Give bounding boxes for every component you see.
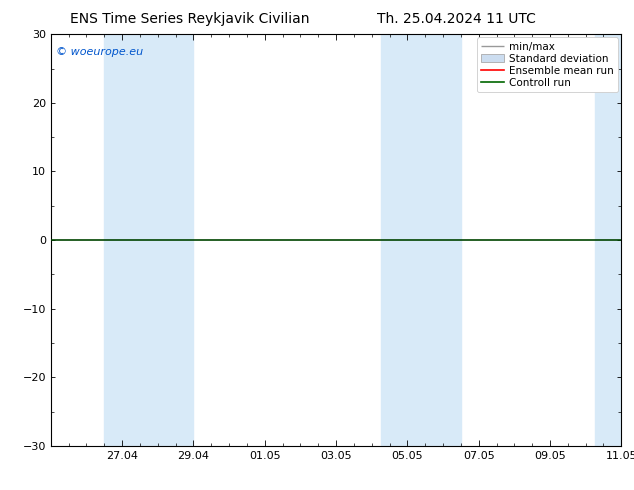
Text: ENS Time Series Reykjavik Civilian: ENS Time Series Reykjavik Civilian: [70, 12, 310, 26]
Bar: [380, 34, 417, 446]
Bar: [595, 34, 621, 446]
Bar: [417, 34, 461, 446]
Bar: [104, 34, 140, 446]
Bar: [140, 34, 193, 446]
Text: Th. 25.04.2024 11 UTC: Th. 25.04.2024 11 UTC: [377, 12, 536, 26]
Legend: min/max, Standard deviation, Ensemble mean run, Controll run: min/max, Standard deviation, Ensemble me…: [477, 37, 618, 92]
Text: © woeurope.eu: © woeurope.eu: [56, 47, 143, 57]
